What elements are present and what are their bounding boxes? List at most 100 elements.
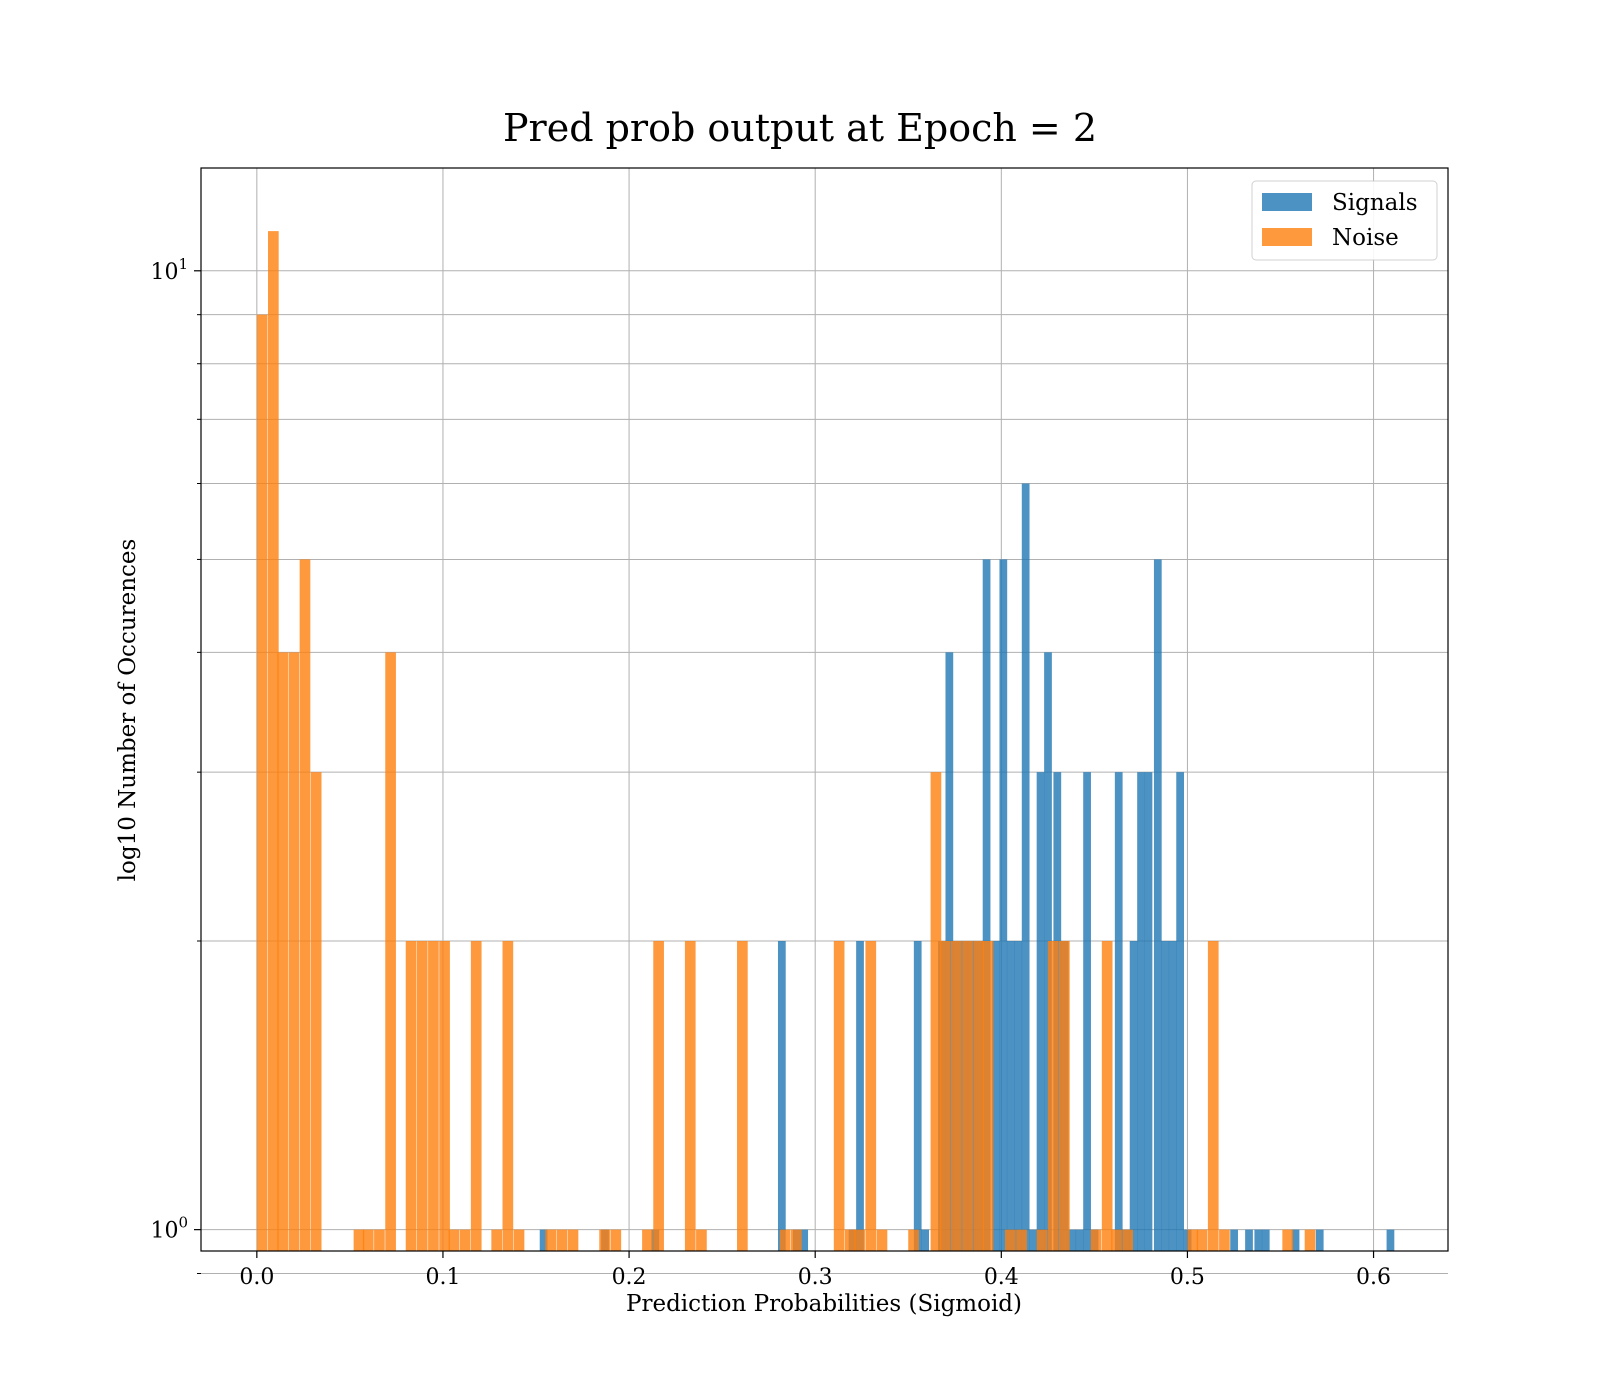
bar-noise — [1304, 1229, 1316, 1251]
series-noise — [256, 231, 1316, 1251]
bar-noise — [1187, 1229, 1199, 1251]
bar-signals — [1068, 1229, 1077, 1251]
bar-signals — [1168, 940, 1177, 1251]
bar-signals — [999, 559, 1008, 1251]
bar-noise — [362, 1229, 374, 1251]
bar-noise — [545, 1229, 557, 1251]
bar-noise — [610, 1229, 622, 1251]
bar-noise — [653, 940, 664, 1251]
bar-noise — [385, 652, 396, 1251]
x-tick-label: 0.5 — [1170, 1265, 1205, 1290]
bar-noise — [416, 940, 428, 1251]
bar-signals — [1153, 559, 1162, 1251]
bar-noise — [353, 1229, 365, 1251]
bar-signals — [1230, 1229, 1238, 1251]
bar-noise — [448, 1229, 460, 1251]
bar-noise — [405, 940, 417, 1251]
bar-noise — [310, 772, 322, 1251]
bar-noise — [696, 1229, 707, 1251]
x-tick-label: 0.1 — [425, 1265, 460, 1290]
bar-signals — [1036, 772, 1045, 1251]
bar-signals — [539, 1229, 548, 1251]
bar-signals — [1014, 940, 1023, 1251]
bar-noise — [439, 940, 450, 1251]
bar-noise — [962, 940, 973, 1251]
chart-title: Pred prob output at Epoch = 2 — [503, 106, 1097, 150]
bar-noise — [428, 940, 439, 1251]
bar-signals — [1129, 940, 1138, 1251]
bar-signals — [1021, 483, 1030, 1251]
bar-signals — [913, 940, 922, 1251]
bar-signals — [1083, 772, 1091, 1251]
y-axis-label: log10 Number of Occurences — [115, 539, 141, 882]
bar-signals — [856, 940, 864, 1251]
bar-signals — [992, 940, 1000, 1251]
x-tick-label: 0.3 — [798, 1265, 833, 1290]
bar-noise — [844, 1229, 856, 1251]
y-tick-label: 101 — [150, 255, 188, 285]
axis-ticks: 0.0 0.1 0.2 0.3 0.4 0.5 0.6 100 101 — [150, 255, 1391, 1290]
bar-noise — [288, 652, 300, 1251]
bar-noise — [374, 1229, 385, 1251]
bar-noise — [567, 1229, 579, 1251]
bar-noise — [491, 1229, 503, 1251]
x-tick-label: 0.2 — [612, 1265, 647, 1290]
bar-noise — [1111, 1229, 1122, 1251]
bar-noise — [1122, 1229, 1133, 1251]
bar-noise — [865, 940, 877, 1251]
bar-noise — [1207, 940, 1219, 1251]
bar-noise — [930, 772, 942, 1251]
bar-noise — [684, 940, 696, 1251]
bars — [256, 231, 1395, 1251]
bar-noise — [256, 314, 268, 1251]
bar-noise — [1016, 1229, 1027, 1251]
bar-signals — [777, 940, 786, 1251]
bar-signals — [1176, 772, 1185, 1251]
bar-signals — [1315, 1229, 1324, 1251]
bar-signals — [1161, 940, 1170, 1251]
bar-signals — [921, 1229, 930, 1251]
bar-noise — [908, 1229, 919, 1251]
bar-noise — [1219, 1229, 1230, 1251]
bar-noise — [790, 1229, 802, 1251]
legend-swatch-noise — [1262, 228, 1312, 246]
bar-signals — [1006, 940, 1015, 1251]
bar-noise — [556, 1229, 568, 1251]
bar-noise — [268, 231, 279, 1251]
bar-signals — [1261, 1229, 1270, 1251]
x-axis-label: Prediction Probabilities (Sigmoid) — [626, 1291, 1022, 1317]
y-tick-label: 100 — [150, 1214, 188, 1244]
bar-signals — [1114, 772, 1123, 1251]
bar-noise — [854, 1229, 865, 1251]
bar-noise — [277, 652, 288, 1251]
bar-noise — [876, 1229, 888, 1251]
bar-noise — [1036, 1229, 1048, 1251]
bar-signals — [1137, 772, 1145, 1251]
x-tick-label: 0.6 — [1356, 1265, 1391, 1290]
bar-noise — [1005, 1229, 1016, 1251]
bar-noise — [833, 940, 845, 1251]
legend-label-noise: Noise — [1332, 225, 1399, 251]
bar-noise — [459, 1229, 471, 1251]
bar-signals — [1386, 1229, 1395, 1251]
bar-noise — [470, 940, 482, 1251]
bar-signals — [1144, 772, 1153, 1251]
bar-signals — [1254, 1229, 1263, 1251]
bar-signals — [982, 559, 991, 1251]
legend-label-signals: Signals — [1332, 190, 1418, 216]
legend-swatch-signals — [1262, 193, 1312, 211]
bar-signals — [1245, 1229, 1253, 1251]
bar-noise — [973, 940, 985, 1251]
bar-noise — [513, 1229, 525, 1251]
bar-noise — [1101, 940, 1113, 1251]
x-tick-label: 0.4 — [984, 1265, 1019, 1290]
plot-frame — [200, 167, 1449, 1252]
bar-noise — [1059, 940, 1070, 1251]
grid — [201, 168, 1448, 1275]
bar-noise — [1090, 1229, 1102, 1251]
bar-signals — [1291, 1229, 1300, 1251]
bar-signals — [800, 1229, 809, 1251]
bar-signals — [1029, 1229, 1037, 1251]
bar-signals — [1075, 1229, 1084, 1251]
